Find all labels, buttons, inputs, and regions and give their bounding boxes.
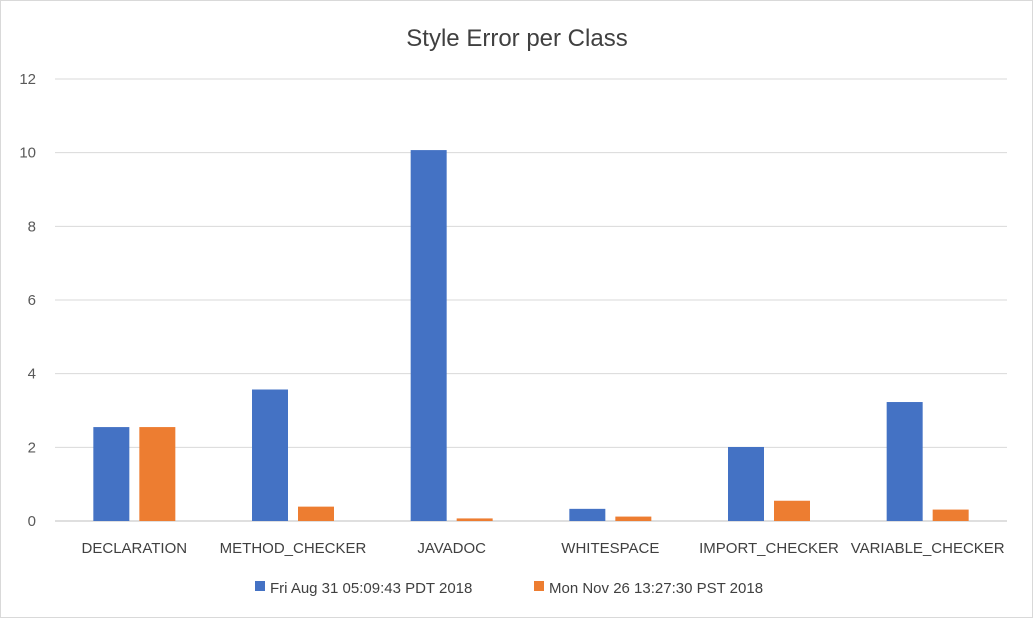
- y-tick-label: 10: [19, 145, 36, 162]
- bar-variable-checker-series-1: [886, 402, 923, 521]
- y-tick-label: 6: [28, 292, 36, 309]
- bar-variable-checker-series-2: [932, 509, 969, 521]
- bar-declaration-series-1: [93, 427, 130, 521]
- bar-method-checker-series-1: [252, 389, 288, 521]
- legend-label: Mon Nov 26 13:27:30 PST 2018: [549, 580, 763, 597]
- bar-javadoc-series-2: [456, 518, 493, 521]
- x-category-label: WHITESPACE: [561, 540, 659, 557]
- y-tick-label: 12: [19, 71, 36, 88]
- x-category-label: VARIABLE_CHECKER: [851, 540, 1005, 557]
- bars: [93, 150, 969, 522]
- bar-whitespace-series-2: [615, 516, 652, 521]
- bar-whitespace-series-1: [569, 508, 606, 521]
- x-category-label: METHOD_CHECKER: [220, 540, 367, 557]
- y-axis-ticks: 0 2 4 6 8 10 12: [19, 71, 36, 530]
- gridlines: [55, 78, 1007, 522]
- bar-declaration-series-2: [139, 427, 176, 521]
- legend-label: Fri Aug 31 05:09:43 PDT 2018: [270, 580, 472, 597]
- chart-title: Style Error per Class: [406, 25, 627, 52]
- y-tick-label: 4: [28, 366, 36, 383]
- legend-swatch: [534, 581, 544, 591]
- legend-swatch: [255, 581, 265, 591]
- y-tick-label: 0: [28, 513, 36, 530]
- x-category-label: IMPORT_CHECKER: [699, 540, 839, 557]
- x-axis-categories: DECLARATION METHOD_CHECKER JAVADOC WHITESPA…: [82, 540, 1005, 557]
- y-tick-label: 2: [28, 439, 36, 456]
- legend: Fri Aug 31 05:09:43 PDT 2018 Mon Nov 26 1…: [255, 580, 763, 597]
- bar-import-checker-series-2: [774, 500, 810, 521]
- x-category-label: DECLARATION: [82, 540, 188, 557]
- bar-method-checker-series-2: [298, 506, 334, 521]
- y-tick-label: 8: [28, 218, 36, 235]
- bar-javadoc-series-1: [410, 150, 447, 522]
- x-category-label: JAVADOC: [417, 540, 486, 557]
- bar-import-checker-series-1: [728, 446, 764, 521]
